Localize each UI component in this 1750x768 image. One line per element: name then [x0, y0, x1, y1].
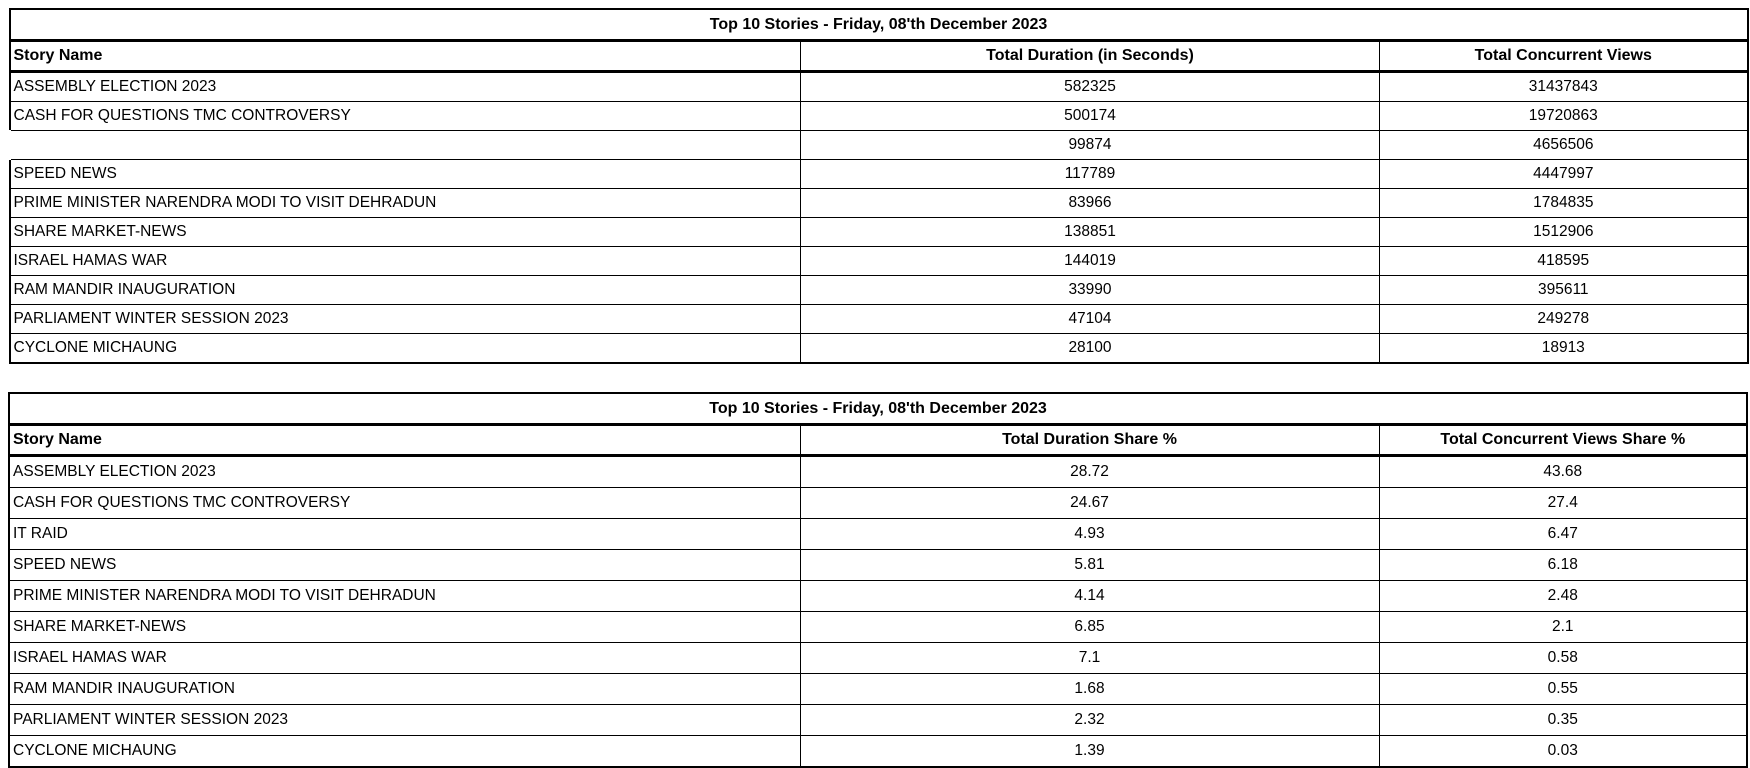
views-cell: 249278	[1378, 304, 1749, 334]
story-name-cell: ISRAEL HAMAS WAR	[8, 642, 801, 674]
views-share-cell: 0.35	[1378, 704, 1748, 736]
story-name-cell: RAM MANDIR INAUGURATION	[9, 275, 801, 305]
duration-share-cell: 5.81	[799, 549, 1380, 581]
story-name-cell: PRIME MINISTER NARENDRA MODI TO VISIT DE…	[8, 580, 801, 612]
top-stories-share-table: Top 10 Stories - Friday, 08'th December …	[7, 392, 1749, 768]
table-row: RAM MANDIR INAUGURATION 1.68 0.55	[8, 673, 1748, 705]
duration-cell: 47104	[800, 304, 1380, 334]
story-name-cell: ISRAEL HAMAS WAR	[9, 246, 801, 276]
column-header-story-name: Story Name	[9, 40, 801, 73]
views-cell: 1512906	[1378, 217, 1749, 247]
story-name-cell: IT RAID	[8, 518, 801, 550]
duration-share-cell: 4.14	[799, 580, 1380, 612]
table-row: PARLIAMENT WINTER SESSION 2023 2.32 0.35	[8, 704, 1748, 736]
table-row: SHARE MARKET-NEWS 138851 1512906	[9, 217, 1749, 247]
duration-share-cell: 1.39	[799, 735, 1380, 768]
duration-cell: 138851	[800, 217, 1380, 247]
duration-share-cell: 1.68	[799, 673, 1380, 705]
duration-cell: 144019	[800, 246, 1380, 276]
story-name-cell: CYCLONE MICHAUNG	[9, 333, 801, 364]
duration-share-cell: 24.67	[799, 487, 1380, 519]
duration-cell: 99874	[800, 130, 1380, 160]
views-cell: 19720863	[1378, 101, 1749, 131]
story-name-cell: RAM MANDIR INAUGURATION	[8, 673, 801, 705]
table-row: SPEED NEWS 5.81 6.18	[8, 549, 1748, 581]
table-header-row: Story Name Total Duration (in Seconds) T…	[9, 40, 1749, 73]
table-row: ISRAEL HAMAS WAR 7.1 0.58	[8, 642, 1748, 674]
views-cell: 418595	[1378, 246, 1749, 276]
views-share-cell: 0.03	[1378, 735, 1748, 768]
duration-cell: 28100	[800, 333, 1380, 364]
table-row: CASH FOR QUESTIONS TMC CONTROVERSY 50017…	[9, 101, 1749, 131]
table-row: CYCLONE MICHAUNG 1.39 0.03	[8, 735, 1748, 768]
story-name-cell-empty	[8, 130, 801, 160]
table-row: SPEED NEWS 117789 4447997	[9, 159, 1749, 189]
duration-share-cell: 4.93	[799, 518, 1380, 550]
table-row: 99874 4656506	[8, 130, 1749, 160]
column-header-story-name: Story Name	[8, 424, 801, 457]
story-name-cell: CASH FOR QUESTIONS TMC CONTROVERSY	[8, 487, 801, 519]
story-name-cell: CYCLONE MICHAUNG	[8, 735, 801, 768]
table-row: CASH FOR QUESTIONS TMC CONTROVERSY 24.67…	[8, 487, 1748, 519]
table-header-row: Story Name Total Duration Share % Total …	[8, 424, 1748, 457]
duration-cell: 83966	[800, 188, 1380, 218]
table-title: Top 10 Stories - Friday, 08'th December …	[7, 392, 1749, 426]
views-cell: 31437843	[1378, 71, 1749, 102]
column-header-total-concurrent-views: Total Concurrent Views	[1378, 40, 1749, 73]
table-row: ISRAEL HAMAS WAR 144019 418595	[9, 246, 1749, 276]
story-name-cell: PARLIAMENT WINTER SESSION 2023	[8, 704, 801, 736]
story-name-cell: ASSEMBLY ELECTION 2023	[8, 455, 801, 488]
table-title-row: Top 10 Stories - Friday, 08'th December …	[8, 8, 1749, 42]
column-header-views-share: Total Concurrent Views Share %	[1378, 424, 1748, 457]
duration-cell: 117789	[800, 159, 1380, 189]
table-title: Top 10 Stories - Friday, 08'th December …	[8, 8, 1749, 42]
table-row: RAM MANDIR INAUGURATION 33990 395611	[9, 275, 1749, 305]
duration-share-cell: 7.1	[799, 642, 1380, 674]
story-name-cell: SPEED NEWS	[8, 549, 801, 581]
views-share-cell: 6.47	[1378, 518, 1748, 550]
views-share-cell: 27.4	[1378, 487, 1748, 519]
views-cell: 4656506	[1378, 130, 1749, 160]
table-row: CYCLONE MICHAUNG 28100 18913	[9, 333, 1749, 364]
table-row: SHARE MARKET-NEWS 6.85 2.1	[8, 611, 1748, 643]
views-share-cell: 6.18	[1378, 549, 1748, 581]
table-title-row: Top 10 Stories - Friday, 08'th December …	[7, 392, 1749, 426]
column-header-duration-share: Total Duration Share %	[799, 424, 1380, 457]
views-share-cell: 0.55	[1378, 673, 1748, 705]
table-row: IT RAID 4.93 6.47	[8, 518, 1748, 550]
duration-share-cell: 28.72	[799, 455, 1380, 488]
story-name-cell: CASH FOR QUESTIONS TMC CONTROVERSY	[9, 101, 801, 131]
duration-share-cell: 6.85	[799, 611, 1380, 643]
duration-cell: 500174	[800, 101, 1380, 131]
table-row: ASSEMBLY ELECTION 2023 28.72 43.68	[8, 455, 1748, 488]
views-cell: 395611	[1378, 275, 1749, 305]
story-name-cell: PARLIAMENT WINTER SESSION 2023	[9, 304, 801, 334]
views-cell: 18913	[1378, 333, 1749, 364]
table-row: ASSEMBLY ELECTION 2023 582325 31437843	[9, 71, 1749, 102]
duration-cell: 33990	[800, 275, 1380, 305]
story-name-cell: SPEED NEWS	[9, 159, 801, 189]
top-stories-absolute-table: Top 10 Stories - Friday, 08'th December …	[8, 8, 1749, 364]
duration-share-cell: 2.32	[799, 704, 1380, 736]
column-header-total-duration: Total Duration (in Seconds)	[800, 40, 1380, 73]
table-row: PARLIAMENT WINTER SESSION 2023 47104 249…	[9, 304, 1749, 334]
duration-cell: 582325	[800, 71, 1380, 102]
views-share-cell: 43.68	[1378, 455, 1748, 488]
views-share-cell: 2.1	[1378, 611, 1748, 643]
views-cell: 1784835	[1378, 188, 1749, 218]
story-name-cell: PRIME MINISTER NARENDRA MODI TO VISIT DE…	[9, 188, 801, 218]
table-row: PRIME MINISTER NARENDRA MODI TO VISIT DE…	[9, 188, 1749, 218]
story-name-cell: SHARE MARKET-NEWS	[9, 217, 801, 247]
views-share-cell: 0.58	[1378, 642, 1748, 674]
story-name-cell: ASSEMBLY ELECTION 2023	[9, 71, 801, 102]
table-row: PRIME MINISTER NARENDRA MODI TO VISIT DE…	[8, 580, 1748, 612]
views-cell: 4447997	[1378, 159, 1749, 189]
story-name-cell: SHARE MARKET-NEWS	[8, 611, 801, 643]
views-share-cell: 2.48	[1378, 580, 1748, 612]
